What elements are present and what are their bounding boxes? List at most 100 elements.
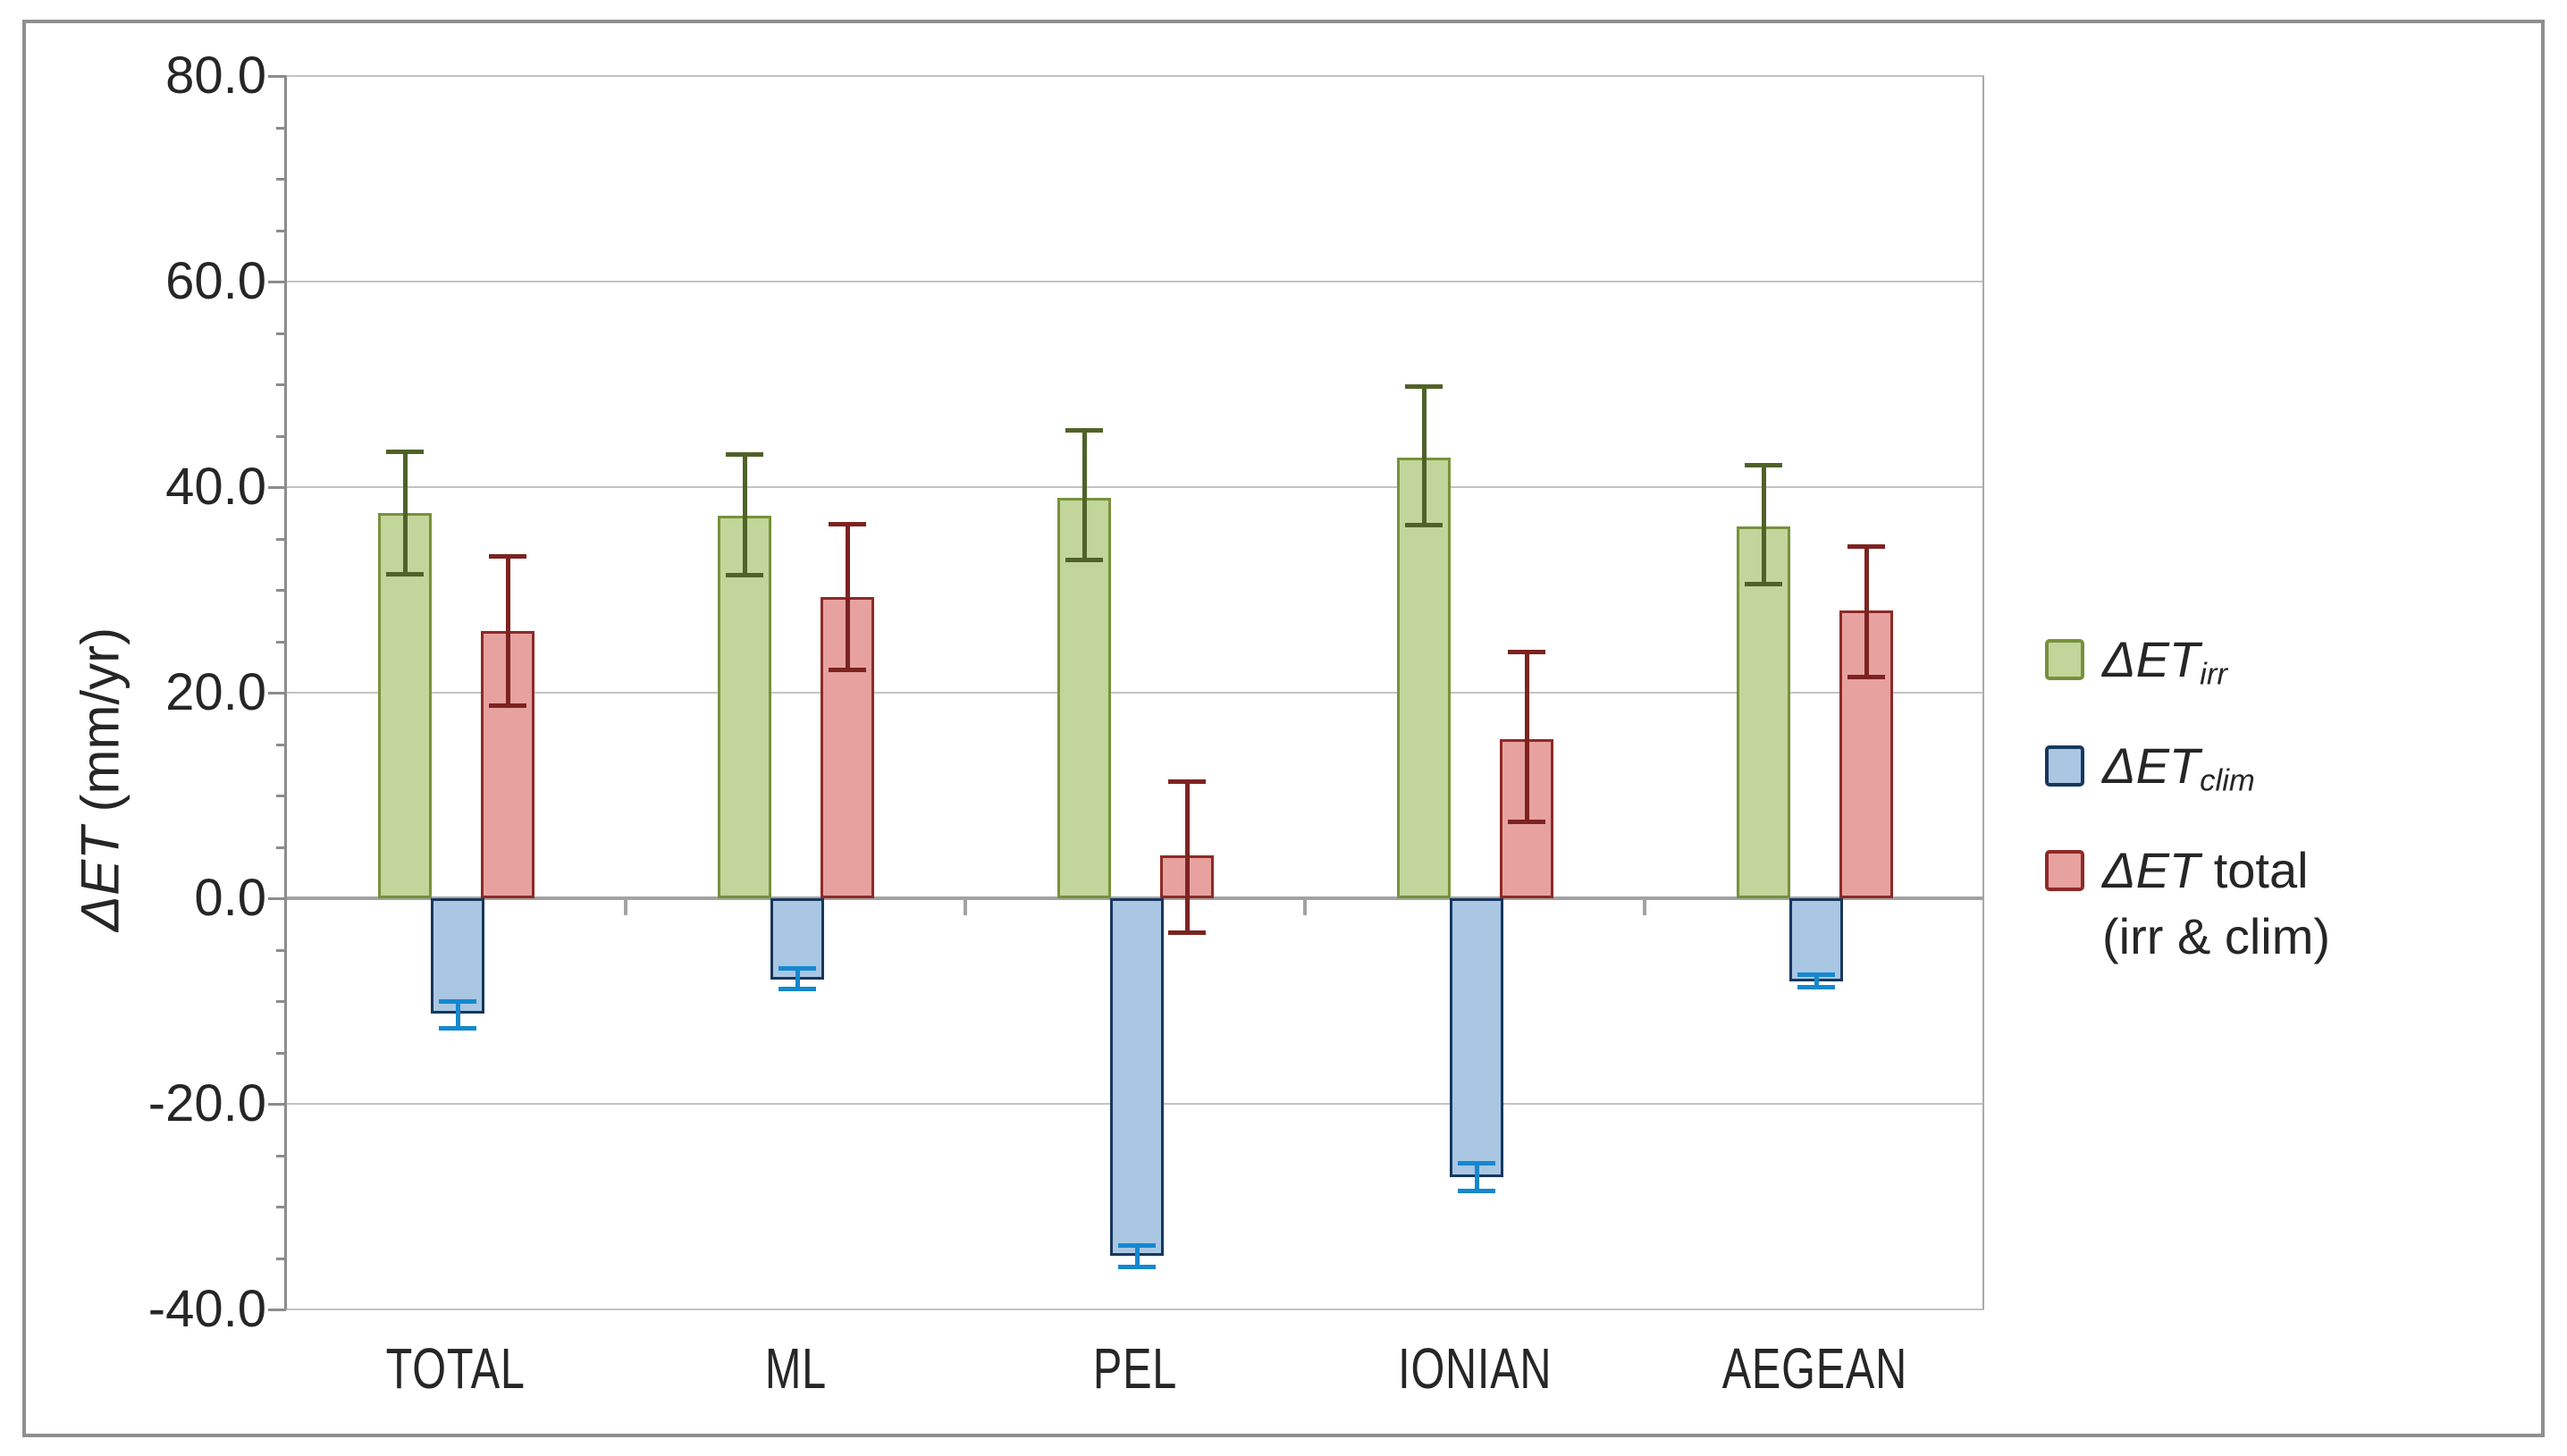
- y-major-tick: [268, 486, 286, 489]
- y-tick-label: 60.0: [165, 252, 266, 310]
- error-bar-cap-top: [1745, 462, 1782, 467]
- bar--et_irr-total: [378, 512, 432, 898]
- error-bar-cap-bottom: [1797, 985, 1835, 990]
- error-bar-cap-bottom: [779, 987, 816, 992]
- y-minor-tick: [276, 743, 286, 746]
- error-bar-cap-top: [1508, 650, 1545, 654]
- bar--et_irr-pel: [1057, 497, 1111, 898]
- x-category-label-text: PEL: [1092, 1336, 1178, 1401]
- error-bar-cap-bottom: [1168, 930, 1206, 936]
- error-bar: [1864, 545, 1869, 678]
- legend-label-part: total: [2200, 842, 2309, 898]
- y-minor-tick: [276, 948, 286, 952]
- error-bar-cap-bottom: [1118, 1264, 1156, 1269]
- legend-label-part: ΔET: [2102, 737, 2201, 794]
- bar--et_clim-aegean: [1789, 898, 1843, 982]
- gridline-20: [286, 692, 1984, 694]
- x-category-label-text: TOTAL: [385, 1336, 526, 1401]
- gridline--40: [286, 1309, 1984, 1310]
- error-bar-cap-bottom: [1065, 557, 1103, 562]
- gridline-60: [286, 281, 1984, 282]
- y-major-tick: [268, 75, 286, 78]
- x-category-label-text: IONIAN: [1397, 1336, 1553, 1401]
- y-minor-tick: [276, 795, 286, 797]
- legend-label-total: ΔET total: [2102, 837, 2309, 919]
- error-bar: [1814, 974, 1819, 989]
- legend-swatch-total: [2045, 850, 2084, 891]
- y-major-tick: [268, 1309, 286, 1311]
- error-bar-cap-bottom: [829, 667, 866, 672]
- error-bar-cap-top: [829, 522, 866, 527]
- y-tick-label: 20.0: [165, 663, 266, 721]
- y-axis-title: ΔET (mm/yr): [70, 627, 131, 931]
- error-bar-cap-bottom: [1405, 522, 1443, 527]
- x-category-label: IONIAN: [1287, 1337, 1662, 1400]
- error-bar-cap-top: [779, 966, 816, 972]
- error-bar-cap-top: [1458, 1160, 1495, 1166]
- error-bar-cap-top: [1847, 543, 1885, 549]
- y-minor-tick: [276, 589, 286, 592]
- y-minor-tick: [276, 383, 286, 386]
- x-category-label-text: AEGEAN: [1721, 1336, 1907, 1401]
- error-bar-cap-bottom: [1508, 819, 1545, 824]
- error-bar: [795, 968, 800, 990]
- error-bar-cap-bottom: [726, 572, 763, 577]
- y-minor-tick: [276, 434, 286, 438]
- bar--et_clim-ml: [770, 898, 824, 980]
- error-bar-cap-top: [1797, 972, 1835, 978]
- y-tick-label: 0.0: [194, 869, 266, 927]
- x-category-label: TOTAL: [268, 1337, 644, 1400]
- error-bar-cap-bottom: [489, 703, 526, 708]
- legend-label-irr: ΔETirr: [2102, 627, 2227, 708]
- x-category-label: ML: [608, 1337, 983, 1400]
- y-major-tick: [268, 281, 286, 283]
- y-major-tick: [268, 897, 286, 900]
- y-tick-label: -20.0: [147, 1074, 266, 1132]
- error-bar-cap-top: [1065, 427, 1103, 433]
- y-minor-tick: [276, 640, 286, 644]
- legend-label-clim: ΔETclim: [2102, 733, 2255, 814]
- y-major-tick: [268, 1103, 286, 1106]
- error-bar: [1082, 429, 1087, 560]
- y-minor-tick: [276, 537, 286, 541]
- error-bar: [455, 1001, 460, 1030]
- legend-swatch-clim: [2045, 745, 2084, 787]
- figure-border: [22, 20, 2545, 1437]
- legend-label-part: clim: [2200, 763, 2255, 798]
- x-axis-tick: [1643, 900, 1646, 915]
- error-bar-cap-bottom: [439, 1026, 476, 1031]
- bar--et-total-irr-clim--ml: [821, 597, 874, 898]
- plot-right-border: [1982, 76, 1984, 1309]
- error-bar: [1761, 464, 1766, 585]
- error-bar: [402, 450, 408, 575]
- legend-label-part: ΔET: [2102, 631, 2201, 687]
- error-bar-cap-top: [439, 999, 476, 1004]
- bar--et_irr-ionian: [1397, 457, 1451, 898]
- bar--et_clim-pel: [1110, 898, 1164, 1257]
- error-bar: [1134, 1244, 1140, 1267]
- y-tick-label: -40.0: [147, 1280, 266, 1338]
- y-tick-label: 40.0: [165, 458, 266, 516]
- error-bar-cap-bottom: [1745, 582, 1782, 587]
- x-axis-tick: [624, 900, 627, 915]
- error-bar-cap-top: [1168, 778, 1206, 784]
- y-minor-tick: [276, 1154, 286, 1157]
- x-category-label-text: ML: [764, 1336, 827, 1401]
- error-bar-cap-top: [726, 452, 763, 458]
- x-axis-tick: [964, 900, 967, 915]
- error-bar-cap-top: [1405, 384, 1443, 390]
- bar--et_clim-ionian: [1450, 898, 1503, 1177]
- y-minor-tick: [276, 178, 286, 181]
- x-axis-tick: [1303, 900, 1307, 915]
- gridline-40: [286, 486, 1984, 488]
- error-bar: [1474, 1162, 1479, 1191]
- y-major-tick: [268, 692, 286, 694]
- error-bar-cap-top: [1118, 1242, 1156, 1248]
- x-category-label: AEGEAN: [1627, 1337, 2002, 1400]
- gridline-80: [286, 75, 1984, 77]
- error-bar: [505, 556, 510, 706]
- error-bar-cap-bottom: [1458, 1188, 1495, 1193]
- error-bar-cap-bottom: [386, 571, 424, 577]
- error-bar: [1184, 780, 1190, 934]
